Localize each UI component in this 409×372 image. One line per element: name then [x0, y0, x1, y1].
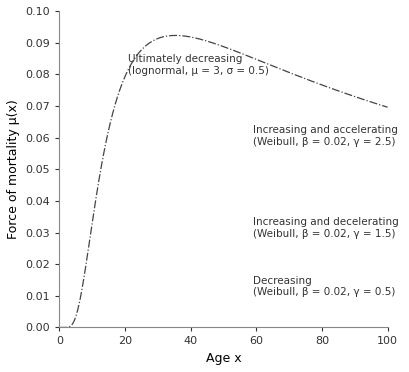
X-axis label: Age x: Age x	[205, 352, 240, 365]
Y-axis label: Force of mortality μ(x): Force of mortality μ(x)	[7, 99, 20, 239]
Text: Decreasing
(Weibull, β = 0.02, γ = 0.5): Decreasing (Weibull, β = 0.02, γ = 0.5)	[252, 276, 394, 297]
Text: Increasing and accelerating
(Weibull, β = 0.02, γ = 2.5): Increasing and accelerating (Weibull, β …	[252, 125, 397, 147]
Text: Ultimately decreasing
(lognormal, μ = 3, σ = 0.5): Ultimately decreasing (lognormal, μ = 3,…	[128, 54, 268, 76]
Text: Increasing and decelerating
(Weibull, β = 0.02, γ = 1.5): Increasing and decelerating (Weibull, β …	[252, 217, 398, 239]
